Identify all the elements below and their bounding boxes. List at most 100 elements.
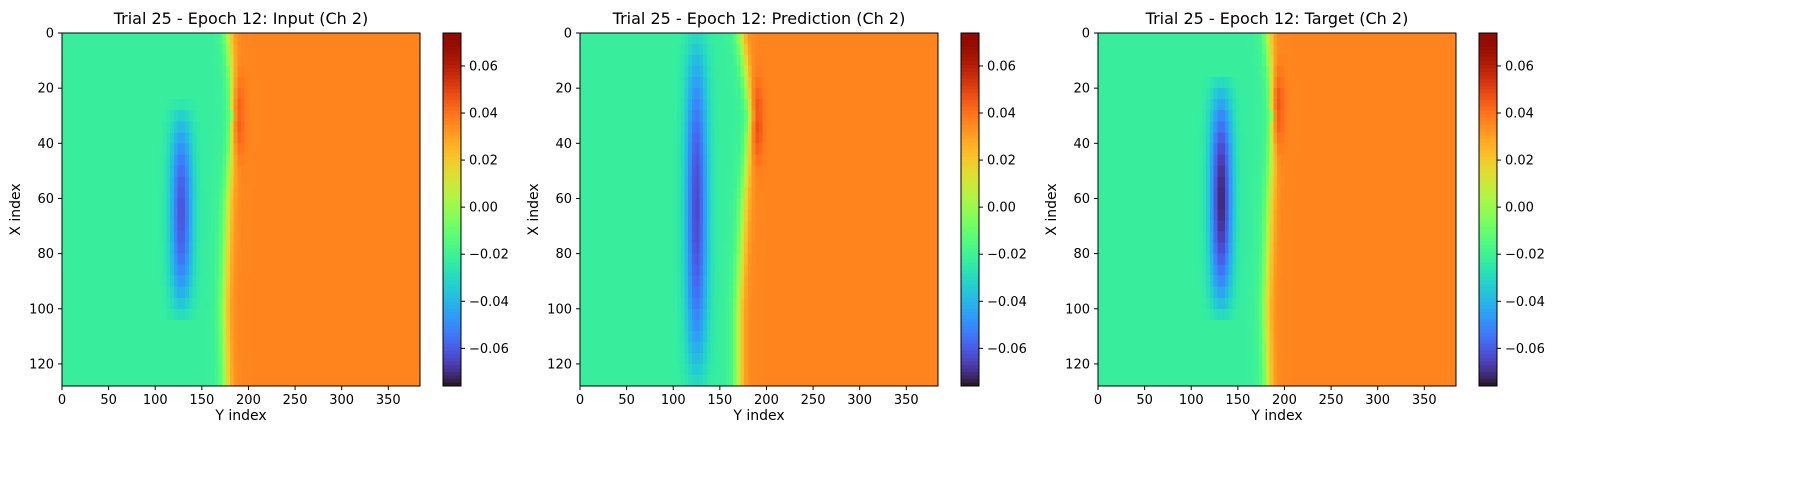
heatmap-cell xyxy=(300,110,305,122)
heatmap-cell xyxy=(188,55,194,67)
heatmap-cell xyxy=(192,165,197,178)
heatmap-cell xyxy=(341,121,347,133)
heatmap-cell xyxy=(811,33,816,45)
heatmap-cell xyxy=(408,363,414,376)
heatmap-cell xyxy=(393,330,399,343)
heatmap-cell xyxy=(848,77,853,89)
heatmap-cell xyxy=(792,110,797,122)
heatmap-cell xyxy=(173,77,179,89)
heatmap-cell xyxy=(397,154,402,166)
heatmap-cell xyxy=(259,44,264,56)
heatmap-cell xyxy=(323,176,328,189)
heatmap-cell xyxy=(729,165,734,178)
heatmap-cell xyxy=(69,374,74,387)
heatmap-cell xyxy=(662,231,667,244)
colorbar-segment xyxy=(443,333,461,338)
heatmap-cell xyxy=(725,99,730,111)
heatmap-cell xyxy=(270,319,276,332)
heatmap-cell xyxy=(602,55,607,67)
heatmap-cell xyxy=(393,121,399,133)
heatmap-cell xyxy=(919,176,924,189)
heatmap-cell xyxy=(345,88,350,100)
heatmap-cell xyxy=(401,99,406,111)
heatmap-cell xyxy=(867,77,872,89)
heatmap-cell xyxy=(304,77,309,89)
heatmap-cell xyxy=(293,231,298,244)
heatmap-cell xyxy=(714,33,719,45)
heatmap-cell xyxy=(304,110,309,122)
heatmap-cell xyxy=(695,176,700,189)
heatmap-cell xyxy=(334,187,339,200)
heatmap-cell xyxy=(91,143,97,155)
heatmap-cell xyxy=(192,187,197,200)
heatmap-cell xyxy=(244,154,250,166)
heatmap-cell xyxy=(852,55,857,67)
heatmap-cell xyxy=(263,198,268,211)
heatmap-cell xyxy=(151,330,156,343)
heatmap-cell xyxy=(91,297,97,310)
heatmap-cell xyxy=(114,242,119,255)
heatmap-cell xyxy=(117,66,123,78)
heatmap-cell xyxy=(900,110,906,122)
heatmap-cell xyxy=(278,341,283,354)
heatmap-cell xyxy=(207,374,212,387)
heatmap-cell xyxy=(885,132,891,144)
heatmap-cell xyxy=(289,187,294,200)
heatmap-cell xyxy=(826,33,831,45)
heatmap-cell xyxy=(393,88,399,100)
heatmap-cell xyxy=(229,132,235,144)
heatmap-cell xyxy=(341,110,347,122)
heatmap-cell xyxy=(80,88,85,100)
heatmap-cell xyxy=(639,77,644,89)
heatmap-cell xyxy=(73,319,78,332)
heatmap-cell xyxy=(99,66,104,78)
heatmap-cell xyxy=(874,132,879,144)
heatmap-cell xyxy=(814,187,820,200)
heatmap-cell xyxy=(583,231,589,244)
heatmap-cell xyxy=(732,77,738,89)
heatmap-cell xyxy=(360,308,365,321)
heatmap-cell xyxy=(95,55,100,67)
heatmap-cell xyxy=(867,88,872,100)
heatmap-cell xyxy=(628,44,633,56)
heatmap-cell xyxy=(80,253,85,266)
heatmap-cell xyxy=(844,66,850,78)
heatmap-cell xyxy=(684,33,689,45)
heatmap-cell xyxy=(770,165,775,178)
heatmap-cell xyxy=(885,110,891,122)
heatmap-cell xyxy=(226,297,231,310)
heatmap-cell xyxy=(885,99,891,111)
heatmap-cell xyxy=(144,176,149,189)
heatmap-cell xyxy=(274,330,279,343)
heatmap-cell xyxy=(829,165,835,178)
heatmap-cell xyxy=(811,209,816,222)
heatmap-cell xyxy=(241,264,246,277)
heatmap-cell xyxy=(222,220,227,233)
heatmap-cell xyxy=(844,44,850,56)
heatmap-cell xyxy=(233,77,238,89)
heatmap-cell xyxy=(282,110,287,122)
heatmap-cell xyxy=(639,231,644,244)
heatmap-cell xyxy=(248,165,253,178)
heatmap-cell xyxy=(401,297,406,310)
heatmap-cell xyxy=(155,253,160,266)
heatmap-cell xyxy=(721,55,727,67)
heatmap-cell xyxy=(926,165,932,178)
heatmap-cell xyxy=(323,198,328,211)
heatmap-cell xyxy=(639,154,644,166)
heatmap-cell xyxy=(334,55,339,67)
heatmap-cell xyxy=(73,198,78,211)
heatmap-cell xyxy=(207,198,212,211)
heatmap-cell xyxy=(207,165,212,178)
heatmap-cell xyxy=(699,132,704,144)
heatmap-cell xyxy=(375,143,380,155)
heatmap-cell xyxy=(658,77,663,89)
heatmap-cell xyxy=(673,44,678,56)
colorbar-segment xyxy=(443,368,461,373)
heatmap-cell xyxy=(397,165,402,178)
heatmap-cell xyxy=(416,99,421,111)
heatmap-cell xyxy=(397,77,402,89)
heatmap-cell xyxy=(99,319,104,332)
heatmap-cell xyxy=(826,44,831,56)
heatmap-cell xyxy=(665,176,671,189)
